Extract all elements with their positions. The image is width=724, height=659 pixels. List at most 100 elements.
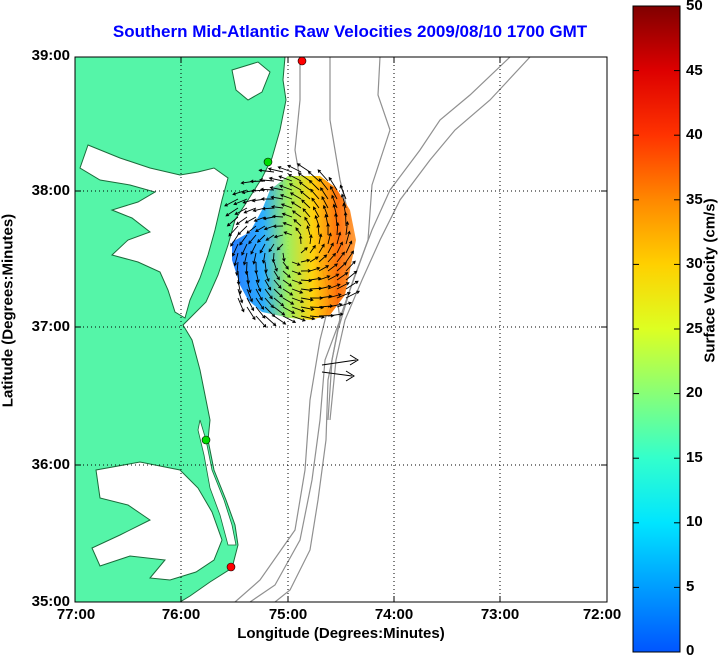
vector-arrow	[326, 222, 330, 236]
vector-arrow	[289, 192, 302, 200]
vector-arrow	[309, 266, 321, 272]
y-tick-label: 38:00	[31, 182, 70, 199]
vector-arrow	[246, 225, 257, 234]
vector-arrows	[224, 163, 361, 328]
chesapeake-bay	[79, 144, 229, 319]
x-tick-label: 74:00	[374, 606, 414, 623]
colorbar-tick-label: 15	[686, 449, 703, 466]
vector-arrow	[320, 187, 329, 200]
vector-arrow	[253, 216, 266, 222]
vector-arrow	[336, 231, 342, 245]
vector-arrow	[345, 280, 359, 290]
vector-arrow	[264, 261, 268, 274]
vector-arrow	[265, 234, 275, 241]
vector-arrow	[316, 223, 321, 236]
vector-arrow	[264, 288, 273, 300]
vector-arrow	[291, 210, 302, 218]
vector-arrow	[273, 270, 280, 281]
vector-arrow	[336, 241, 343, 254]
colorbar-tick-label: 40	[686, 126, 703, 143]
colorbar-tick-label: 30	[686, 255, 703, 272]
colorbar-tick-label: 25	[686, 320, 703, 337]
vector-arrow	[228, 225, 239, 237]
vector-arrow	[267, 167, 284, 173]
vector-arrow	[246, 297, 255, 312]
vector-arrow	[278, 175, 293, 182]
vector-arrow	[246, 288, 253, 303]
vector-arrow	[282, 279, 293, 287]
vector-arrow	[293, 219, 302, 227]
vector-arrow	[279, 194, 293, 200]
vector-arrow	[345, 221, 350, 236]
vector-arrow	[277, 166, 293, 173]
vector-arrow	[345, 250, 355, 263]
vector-arrow	[282, 252, 286, 262]
vector-arrow	[256, 234, 266, 243]
vector-arrow	[288, 183, 302, 191]
axis-ticks	[75, 57, 607, 602]
vector-arrow	[298, 181, 311, 191]
vector-arrow	[345, 230, 351, 245]
vector-arrow	[309, 234, 313, 245]
bathymetry-contours	[234, 57, 531, 602]
vector-arrow	[282, 315, 297, 323]
vector-arrow	[239, 234, 248, 246]
vector-arrow	[241, 243, 248, 256]
vector-arrow	[270, 195, 284, 200]
vector-arrow	[279, 184, 293, 191]
vector-arrow	[291, 288, 304, 294]
vector-arrow	[248, 234, 257, 245]
vector-arrow	[255, 279, 262, 293]
vector-arrow	[287, 174, 302, 182]
vector-arrow	[250, 243, 257, 255]
vector-arrow	[235, 216, 248, 226]
vector-arrow	[291, 306, 305, 313]
vector-arrow	[314, 214, 320, 227]
vector-arrow	[318, 284, 332, 290]
x-tick-label: 73:00	[480, 606, 520, 623]
vector-arrow	[259, 178, 275, 182]
vector-arrow	[322, 204, 329, 218]
vector-arrow	[291, 315, 306, 322]
vector-arrow	[234, 207, 248, 215]
vector-arrow	[241, 189, 257, 195]
colorbar-tick-label: 5	[686, 578, 695, 595]
vector-arrow	[327, 252, 337, 263]
vector-arrow	[308, 179, 320, 191]
vector-arrow	[282, 297, 295, 305]
vector-arrow	[300, 247, 308, 254]
vector-arrow	[255, 315, 267, 328]
vector-arrow	[313, 206, 320, 218]
vector-arrow	[282, 288, 294, 296]
vector-arrow	[263, 225, 275, 231]
vector-arrow	[262, 216, 275, 221]
vector-arrow	[327, 232, 332, 245]
vector-arrow	[255, 288, 263, 301]
plot-title: Southern Mid-Atlantic Raw Velocities 200…	[112, 22, 588, 41]
x-tick-label: 75:00	[268, 606, 308, 623]
vector-arrow	[271, 205, 284, 209]
vector-arrow	[335, 221, 340, 236]
pamlico-sound	[91, 461, 223, 581]
plot-frame	[74, 56, 608, 603]
vector-arrow	[345, 290, 361, 299]
vector-arrow	[269, 186, 284, 191]
vector-arrow	[336, 251, 345, 263]
vector-arrow	[318, 178, 329, 191]
grid-lines	[75, 57, 607, 602]
vector-arrow	[287, 164, 302, 173]
colorbar-tick-label: 20	[686, 384, 703, 401]
vector-arrow	[318, 233, 323, 245]
vector-arrow	[327, 242, 334, 254]
vector-arrow	[255, 297, 265, 310]
vector-arrow	[243, 207, 257, 214]
colorbar-tick-label: 0	[686, 642, 695, 659]
vector-arrow	[252, 252, 257, 265]
y-tick-label: 39:00	[31, 47, 70, 64]
vector-arrow	[242, 252, 248, 266]
vector-arrow	[330, 185, 338, 200]
vector-arrow	[246, 279, 252, 294]
colorbar-tick-label: 50	[686, 0, 703, 14]
vector-arrow	[327, 312, 344, 317]
